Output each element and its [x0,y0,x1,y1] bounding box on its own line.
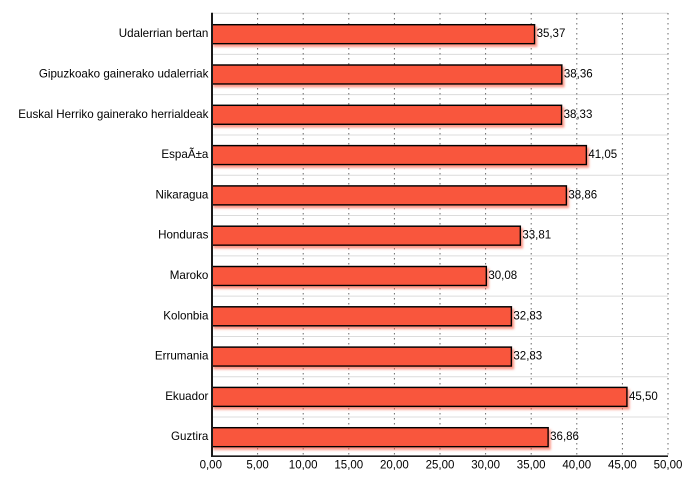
svg-text:38,33: 38,33 [564,109,593,121]
svg-text:Honduras: Honduras [158,229,208,242]
svg-text:Nikaragua: Nikaragua [156,188,209,201]
svg-text:Kolonbia: Kolonbia [163,309,209,322]
svg-text:38,86: 38,86 [568,189,597,201]
svg-text:15,00: 15,00 [334,460,363,472]
svg-text:25,00: 25,00 [426,460,455,472]
svg-text:35,00: 35,00 [517,460,546,472]
svg-text:Euskal Herriko gainerako herri: Euskal Herriko gainerako herrialdeak [18,108,208,121]
svg-text:38,36: 38,36 [564,69,593,81]
svg-text:32,83: 32,83 [513,310,542,322]
svg-text:30,00: 30,00 [471,460,500,472]
svg-text:30,08: 30,08 [488,270,517,282]
svg-text:Ekuador: Ekuador [165,390,208,403]
svg-text:41,05: 41,05 [588,149,617,161]
svg-text:32,83: 32,83 [513,351,542,363]
svg-text:36,86: 36,86 [550,431,579,443]
svg-text:45,50: 45,50 [629,391,658,403]
svg-text:Guztira: Guztira [171,430,209,443]
svg-text:EspaÃ±a: EspaÃ±a [161,148,209,161]
svg-text:Errumania: Errumania [155,350,209,363]
svg-text:Udalerrian bertan: Udalerrian bertan [119,27,209,40]
svg-text:Maroko: Maroko [170,269,209,282]
svg-text:50,00: 50,00 [654,460,683,472]
svg-text:0,00: 0,00 [200,460,222,472]
svg-text:Gipuzkoako gainerako udalerria: Gipuzkoako gainerako udalerriak [39,68,209,81]
svg-text:40,00: 40,00 [562,460,591,472]
svg-text:5,00: 5,00 [246,460,268,472]
svg-text:33,81: 33,81 [522,230,551,242]
svg-text:45,00: 45,00 [608,460,637,472]
svg-text:35,37: 35,37 [537,28,566,40]
svg-text:10,00: 10,00 [289,460,318,472]
svg-text:20,00: 20,00 [380,460,409,472]
